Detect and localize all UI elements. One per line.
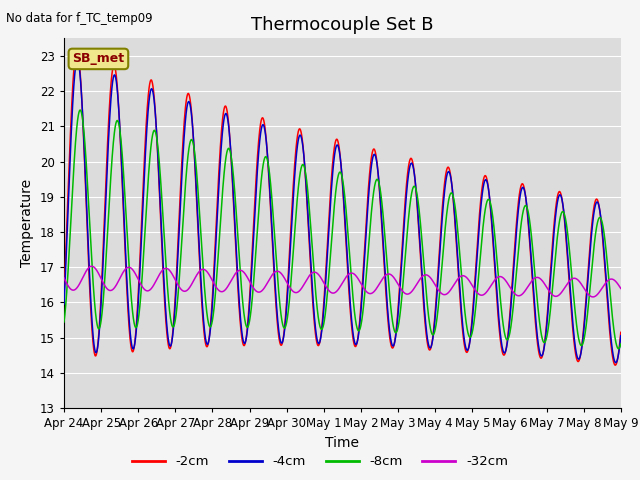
X-axis label: Time: Time [325,435,360,450]
Title: Thermocouple Set B: Thermocouple Set B [251,16,434,34]
Y-axis label: Temperature: Temperature [20,179,35,267]
Text: No data for f_TC_temp09: No data for f_TC_temp09 [6,12,153,25]
Legend: -2cm, -4cm, -8cm, -32cm: -2cm, -4cm, -8cm, -32cm [127,450,513,473]
Text: SB_met: SB_met [72,52,124,65]
